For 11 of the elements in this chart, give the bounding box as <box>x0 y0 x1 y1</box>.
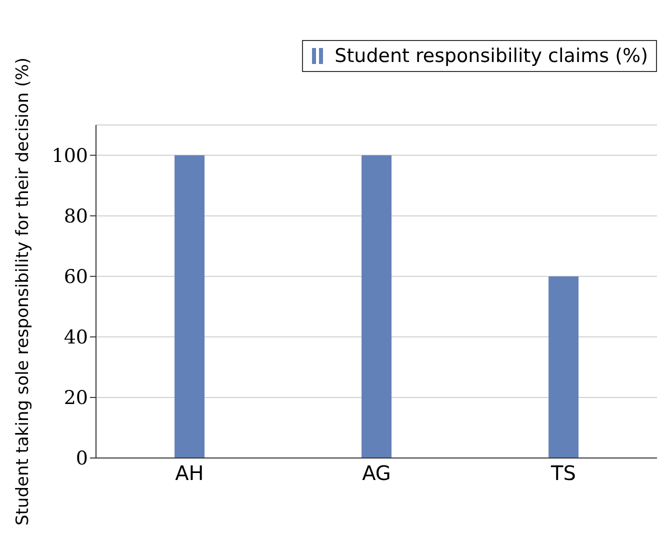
x-tick-label: AG <box>362 461 391 486</box>
y-tick-label: 60 <box>64 266 88 288</box>
x-tick-label: TS <box>550 461 576 486</box>
y-tick-label: 20 <box>64 387 88 410</box>
y-tick-label: 80 <box>64 206 88 228</box>
y-tick-label: 100 <box>52 145 88 168</box>
x-tick-label: AH <box>175 461 204 486</box>
y-axis-title: Student taking sole responsibility for their decision (%) <box>13 57 34 526</box>
y-tick-label: 0 <box>76 448 88 470</box>
y-tick-label: 40 <box>64 326 88 349</box>
legend-label: Student responsibility claims (%) <box>334 45 648 67</box>
